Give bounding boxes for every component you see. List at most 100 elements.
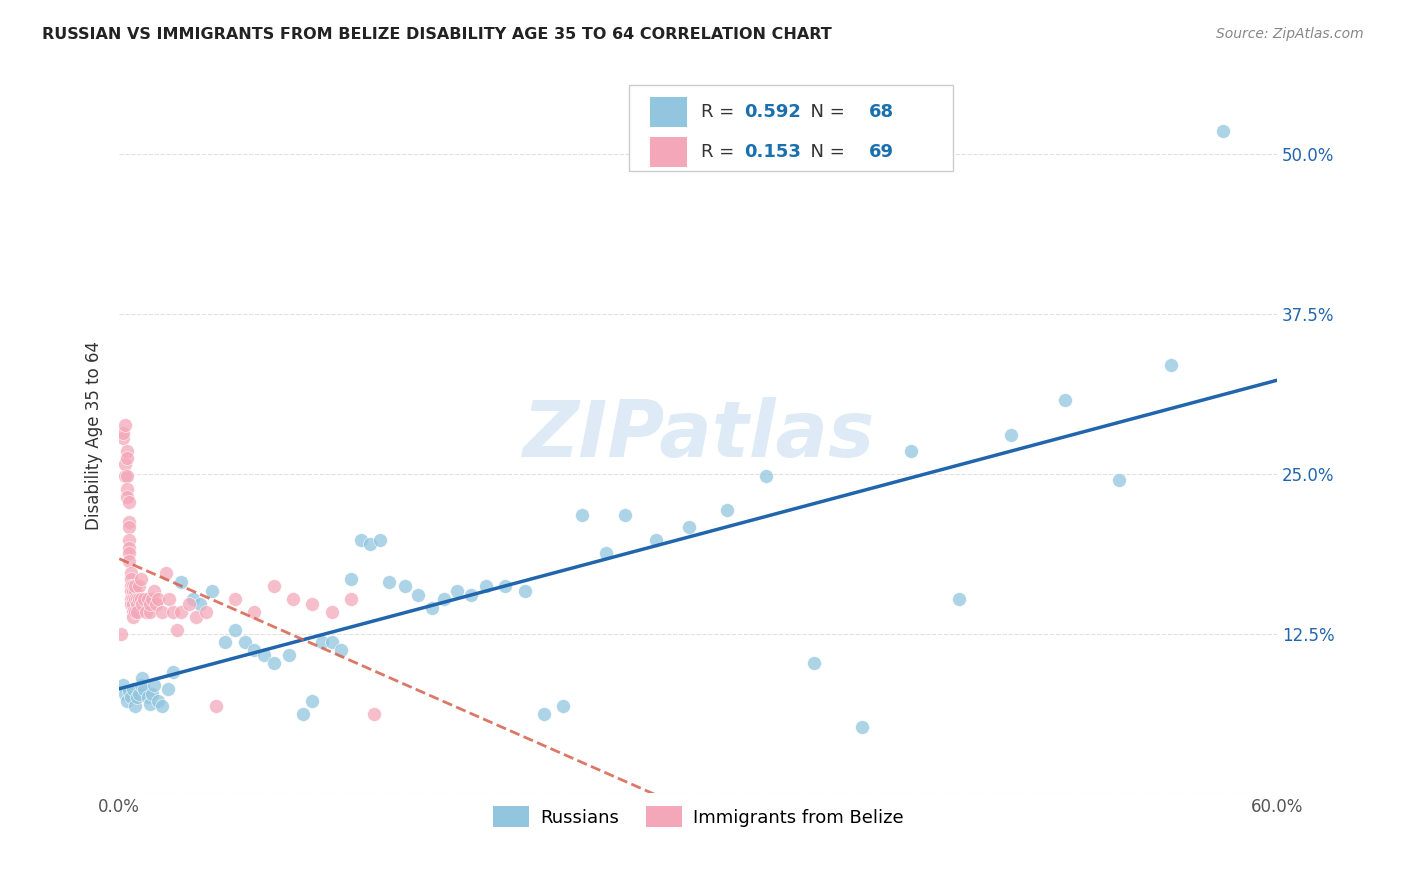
Point — [224, 623, 246, 637]
Point — [121, 605, 143, 619]
Point — [118, 520, 141, 534]
Point — [340, 572, 363, 586]
Point — [359, 537, 381, 551]
Point — [141, 592, 163, 607]
Point — [118, 541, 141, 555]
Point — [143, 584, 166, 599]
Bar — [650, 97, 686, 128]
Point — [114, 469, 136, 483]
Point — [120, 584, 142, 599]
Point — [125, 605, 148, 619]
Point — [420, 601, 443, 615]
Point — [291, 707, 314, 722]
Point — [120, 579, 142, 593]
Point — [281, 592, 304, 607]
Text: 69: 69 — [869, 143, 893, 161]
Text: 0.153: 0.153 — [745, 143, 801, 161]
FancyBboxPatch shape — [628, 85, 953, 170]
Point — [128, 687, 150, 701]
Point — [553, 699, 575, 714]
Point — [321, 635, 343, 649]
Point — [129, 592, 152, 607]
Text: 68: 68 — [869, 103, 894, 121]
Point — [155, 566, 177, 581]
Point — [134, 592, 156, 607]
Text: 0.592: 0.592 — [745, 103, 801, 121]
Point — [613, 508, 636, 522]
Point — [129, 572, 152, 586]
Point — [115, 482, 138, 496]
Point — [114, 418, 136, 433]
Text: RUSSIAN VS IMMIGRANTS FROM BELIZE DISABILITY AGE 35 TO 64 CORRELATION CHART: RUSSIAN VS IMMIGRANTS FROM BELIZE DISABI… — [42, 27, 832, 42]
Point — [118, 554, 141, 568]
Point — [124, 592, 146, 607]
Point — [900, 443, 922, 458]
Point — [368, 533, 391, 548]
Point — [278, 648, 301, 663]
Point — [311, 635, 333, 649]
Point — [128, 592, 150, 607]
Point — [263, 656, 285, 670]
Point — [124, 605, 146, 619]
Text: N =: N = — [799, 143, 851, 161]
Point — [571, 508, 593, 522]
Y-axis label: Disability Age 35 to 64: Disability Age 35 to 64 — [86, 341, 103, 530]
Point — [118, 546, 141, 560]
Point — [128, 579, 150, 593]
Text: R =: R = — [700, 103, 740, 121]
Point — [475, 579, 498, 593]
Point — [363, 707, 385, 722]
Point — [118, 533, 141, 548]
Point — [321, 605, 343, 619]
Point — [181, 592, 204, 607]
Point — [195, 605, 218, 619]
Point — [1108, 473, 1130, 487]
Point — [139, 605, 162, 619]
Point — [177, 597, 200, 611]
Point — [233, 635, 256, 649]
Point — [1160, 358, 1182, 372]
Point — [120, 597, 142, 611]
Point — [125, 597, 148, 611]
Point — [146, 694, 169, 708]
Point — [330, 643, 353, 657]
Point — [170, 605, 193, 619]
Point — [162, 605, 184, 619]
Point — [115, 694, 138, 708]
Point — [121, 592, 143, 607]
Point — [159, 592, 181, 607]
Point — [115, 469, 138, 483]
Point — [1212, 124, 1234, 138]
Point — [755, 469, 778, 483]
Text: Source: ZipAtlas.com: Source: ZipAtlas.com — [1216, 27, 1364, 41]
Point — [201, 584, 224, 599]
Point — [118, 516, 141, 530]
Point — [124, 699, 146, 714]
Point — [1000, 428, 1022, 442]
Point — [851, 720, 873, 734]
Point — [139, 597, 162, 611]
Point — [120, 690, 142, 705]
Point — [114, 457, 136, 471]
Point — [124, 579, 146, 593]
Point — [494, 579, 516, 593]
Point — [1053, 392, 1076, 407]
Point — [125, 592, 148, 607]
Point — [644, 533, 666, 548]
Point — [118, 495, 141, 509]
Point — [301, 694, 323, 708]
Point — [141, 687, 163, 701]
Point — [595, 546, 617, 560]
Point — [134, 681, 156, 696]
Point — [115, 443, 138, 458]
Point — [131, 597, 153, 611]
Point — [301, 597, 323, 611]
Point — [162, 665, 184, 679]
Point — [349, 533, 371, 548]
Point — [136, 592, 159, 607]
Point — [139, 697, 162, 711]
Point — [460, 588, 482, 602]
Point — [513, 584, 536, 599]
Point — [118, 684, 141, 698]
Point — [121, 584, 143, 599]
